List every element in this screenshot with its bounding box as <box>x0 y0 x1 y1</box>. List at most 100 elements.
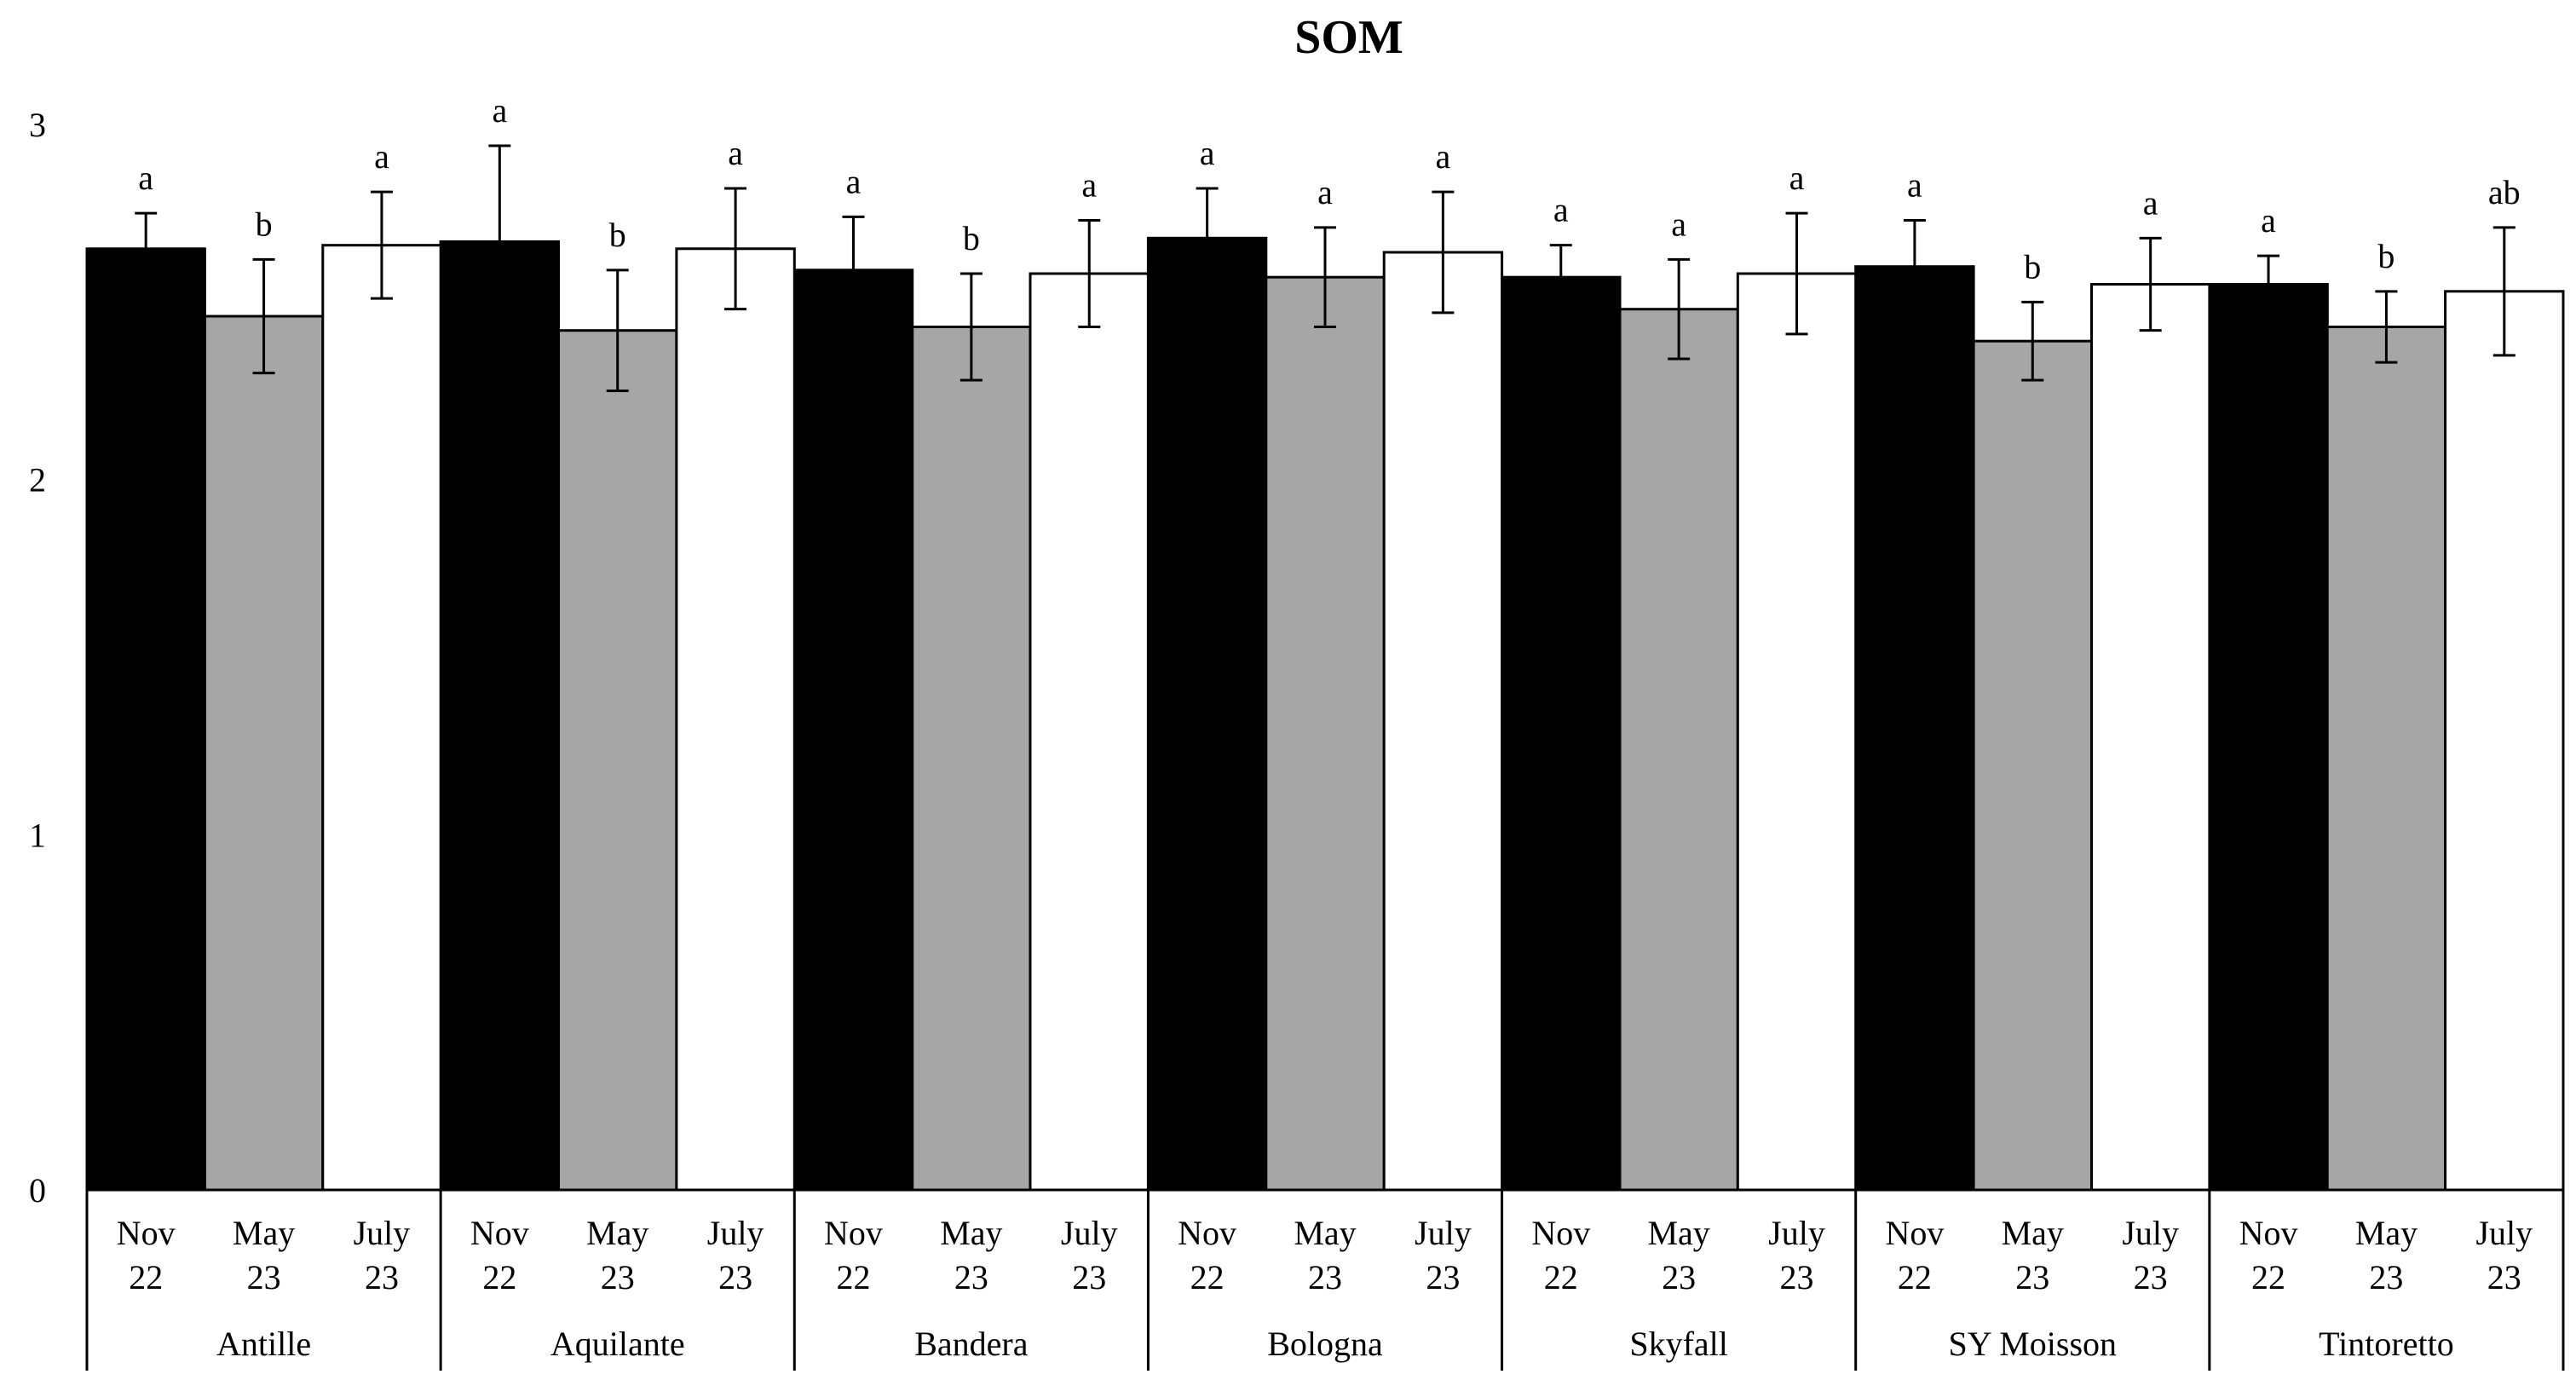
x-tick-label-line2: 23 <box>1662 1258 1696 1296</box>
x-tick-label-line1: July <box>1768 1214 1825 1252</box>
x-tick-label-line2: 22 <box>482 1258 516 1296</box>
x-tick-label-line2: 22 <box>129 1258 163 1296</box>
error-bar <box>2492 226 2515 357</box>
x-tick-label-line2: 23 <box>718 1258 752 1296</box>
significance-letter: a <box>846 162 862 200</box>
x-tick-label-line1: May <box>1294 1214 1356 1252</box>
x-tick-label-line1: Nov <box>1531 1214 1590 1252</box>
x-tick-label-line2: 23 <box>2134 1258 2168 1296</box>
bar <box>1972 339 2094 1192</box>
error-bar <box>1785 211 1808 336</box>
significance-letter: b <box>609 216 626 254</box>
error-bar <box>724 187 747 311</box>
x-tick-label-line1: May <box>1647 1214 1709 1252</box>
y-axis: 0 1 2 3 <box>29 106 46 1210</box>
significance-letter: b <box>963 219 980 257</box>
bar <box>439 240 560 1192</box>
error-bars <box>135 144 2515 392</box>
x-tick-label-line1: Nov <box>470 1214 529 1252</box>
error-bar <box>1903 219 1926 315</box>
x-tick-label-line2: 23 <box>2487 1258 2521 1296</box>
x-tick-label-line2: 23 <box>2015 1258 2049 1296</box>
significance-letter: a <box>374 137 389 176</box>
x-axis: Nov 22 May 23 July 23 Antille Nov 22 May 23 July 23 A… <box>85 1188 2565 1371</box>
bar <box>2208 283 2329 1192</box>
bar <box>1029 272 1150 1192</box>
significance-letter: a <box>728 134 743 172</box>
bar <box>1736 272 1858 1192</box>
bar <box>2444 290 2565 1192</box>
y-tick-label: 3 <box>29 106 46 144</box>
error-bar <box>842 215 865 325</box>
error-bar <box>2257 254 2280 315</box>
group-label: Bologna <box>1267 1325 1383 1363</box>
x-tick-label-line1: July <box>2122 1214 2179 1252</box>
significance-letter: a <box>1671 205 1686 243</box>
error-bar <box>488 144 511 339</box>
significance-letter: a <box>1081 166 1097 205</box>
x-tick-label-line1: Nov <box>117 1214 176 1252</box>
error-bar <box>2139 236 2162 332</box>
x-tick-label-line1: July <box>1061 1214 1118 1252</box>
significance-letter: a <box>1553 191 1569 229</box>
significance-letter: a <box>492 91 507 130</box>
bar <box>1501 275 1622 1192</box>
bar <box>2090 283 2211 1192</box>
significance-letter: b <box>256 205 273 243</box>
bars <box>85 236 2565 1192</box>
significance-letter: a <box>1200 134 1215 172</box>
x-tick-label-line2: 23 <box>1426 1258 1460 1296</box>
group-label: Skyfall <box>1629 1325 1728 1363</box>
bar <box>203 315 325 1192</box>
x-tick-label-line1: May <box>940 1214 1002 1252</box>
significance-letter: a <box>138 159 153 197</box>
x-tick-label-line2: 23 <box>1072 1258 1106 1296</box>
x-tick-label-line1: Nov <box>2239 1214 2298 1252</box>
x-tick-label-line2: 22 <box>1898 1258 1932 1296</box>
significance-letter: a <box>1317 173 1333 211</box>
x-tick-label-line2: 22 <box>1544 1258 1578 1296</box>
x-tick-label-line1: July <box>707 1214 764 1252</box>
significance-letter: a <box>2261 201 2276 240</box>
x-tick-label-line2: 22 <box>1190 1258 1225 1296</box>
bar <box>2325 326 2447 1192</box>
x-tick-label-line1: July <box>1415 1214 1472 1252</box>
bar <box>321 244 442 1192</box>
x-tick-label-line2: 23 <box>601 1258 635 1296</box>
bar <box>675 247 796 1192</box>
error-bar <box>960 272 983 382</box>
error-bar <box>1432 190 1455 315</box>
error-bar <box>1314 226 1336 328</box>
x-tick-label-line2: 23 <box>1780 1258 1814 1296</box>
bar <box>911 326 1032 1192</box>
chart-title: SOM <box>1294 11 1403 64</box>
x-tick-label-line1: May <box>586 1214 648 1252</box>
x-tick-label-line2: 23 <box>365 1258 399 1296</box>
error-bar <box>135 211 158 286</box>
bar <box>792 268 914 1192</box>
significance-letter: b <box>2377 237 2394 275</box>
x-tick-label-line2: 23 <box>1308 1258 1342 1296</box>
x-tick-label-line2: 23 <box>954 1258 988 1296</box>
bar <box>1265 275 1386 1192</box>
x-tick-label-line1: May <box>233 1214 295 1252</box>
bar <box>85 247 206 1192</box>
y-tick-label: 0 <box>29 1171 46 1210</box>
significance-letter: a <box>2143 183 2158 222</box>
x-tick-label-line1: May <box>2355 1214 2418 1252</box>
significance-letter: a <box>1907 166 1922 205</box>
x-tick-label-line2: 22 <box>836 1258 870 1296</box>
significance-letter: a <box>1789 159 1805 197</box>
x-tick-label-line2: 23 <box>247 1258 281 1296</box>
error-bar <box>252 257 275 375</box>
bar <box>1382 251 1504 1192</box>
group-label: Tintoretto <box>2319 1325 2454 1363</box>
group-label: Antille <box>216 1325 311 1363</box>
x-tick-label-line1: Nov <box>1178 1214 1236 1252</box>
error-bar <box>1196 187 1219 290</box>
group-label: SY Moisson <box>1949 1325 2117 1363</box>
x-tick-label-line1: July <box>2475 1214 2533 1252</box>
error-bar <box>2375 290 2398 364</box>
